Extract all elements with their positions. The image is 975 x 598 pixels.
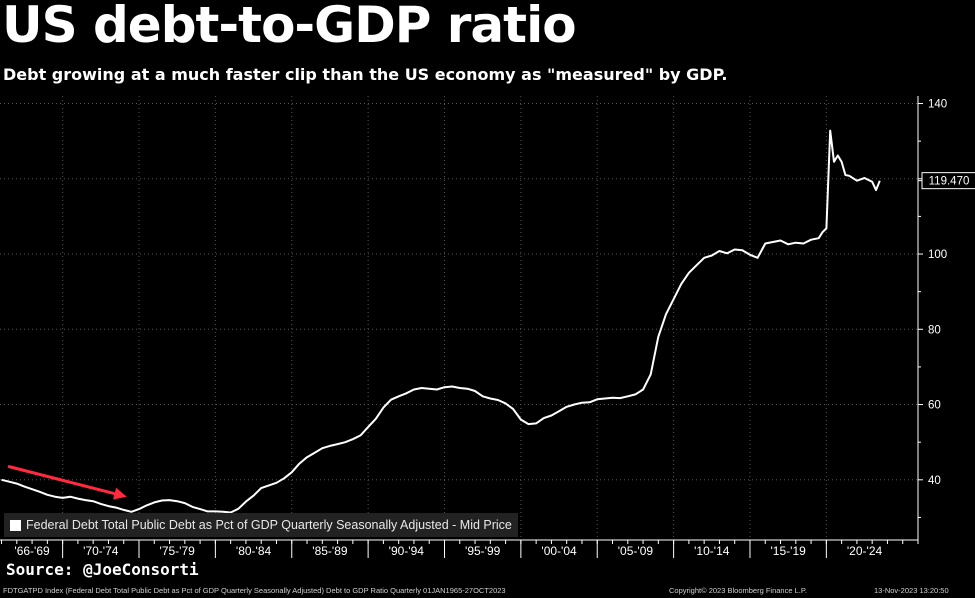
source-credit: Source: @JoeConsorti xyxy=(6,560,199,579)
x-tick-label: '20-'24 xyxy=(847,544,883,558)
legend-entry-label: Federal Debt Total Public Debt as Pct of… xyxy=(26,518,512,532)
y-tick-label: 80 xyxy=(928,324,941,336)
grid-lines xyxy=(0,96,918,540)
x-tick-label: '00-'04 xyxy=(541,544,577,558)
page-title: US debt-to-GDP ratio xyxy=(2,0,577,54)
series-line-debt-to-gdp xyxy=(1,129,881,514)
x-tick-label: '05-'09 xyxy=(618,544,654,558)
x-tick-label: '95-'99 xyxy=(465,544,501,558)
annotation-layer xyxy=(7,465,127,500)
x-tick-label: '75-'79 xyxy=(160,544,196,558)
y-tick-label: 60 xyxy=(928,400,941,412)
footer-timestamp: 13-Nov-2023 13:20:50 xyxy=(874,586,949,595)
x-tick-label: '80-'84 xyxy=(236,544,272,558)
x-tick-label: '66-'69 xyxy=(14,544,50,558)
chart-legend: Federal Debt Total Public Debt as Pct of… xyxy=(4,513,518,537)
axes: 406080100120140'66-'69'70-'74'75-'79'80-… xyxy=(0,96,975,558)
y-tick-label: 100 xyxy=(928,249,947,261)
y-tick-label: 140 xyxy=(928,99,947,111)
last-value-label: 119.470 xyxy=(929,176,970,188)
x-tick-label: '15-'19 xyxy=(771,544,807,558)
arrow-head xyxy=(113,487,127,500)
x-tick-label: '85-'89 xyxy=(312,544,348,558)
last-value-box xyxy=(921,172,975,190)
arrow-shaft xyxy=(7,465,121,497)
series-line-layer xyxy=(1,129,881,514)
footer-index-description: FDTGATPD Index (Federal Debt Total Publi… xyxy=(3,586,506,595)
y-tick-label: 40 xyxy=(928,475,941,487)
legend-swatch xyxy=(10,519,21,531)
x-tick-label: '10-'14 xyxy=(694,544,730,558)
x-tick-label: '90-'94 xyxy=(389,544,425,558)
x-tick-label: '70-'74 xyxy=(83,544,119,558)
page-subtitle: Debt growing at a much faster clip than … xyxy=(3,65,728,84)
footer-copyright: Copyright© 2023 Bloomberg Finance L.P. xyxy=(669,586,807,595)
